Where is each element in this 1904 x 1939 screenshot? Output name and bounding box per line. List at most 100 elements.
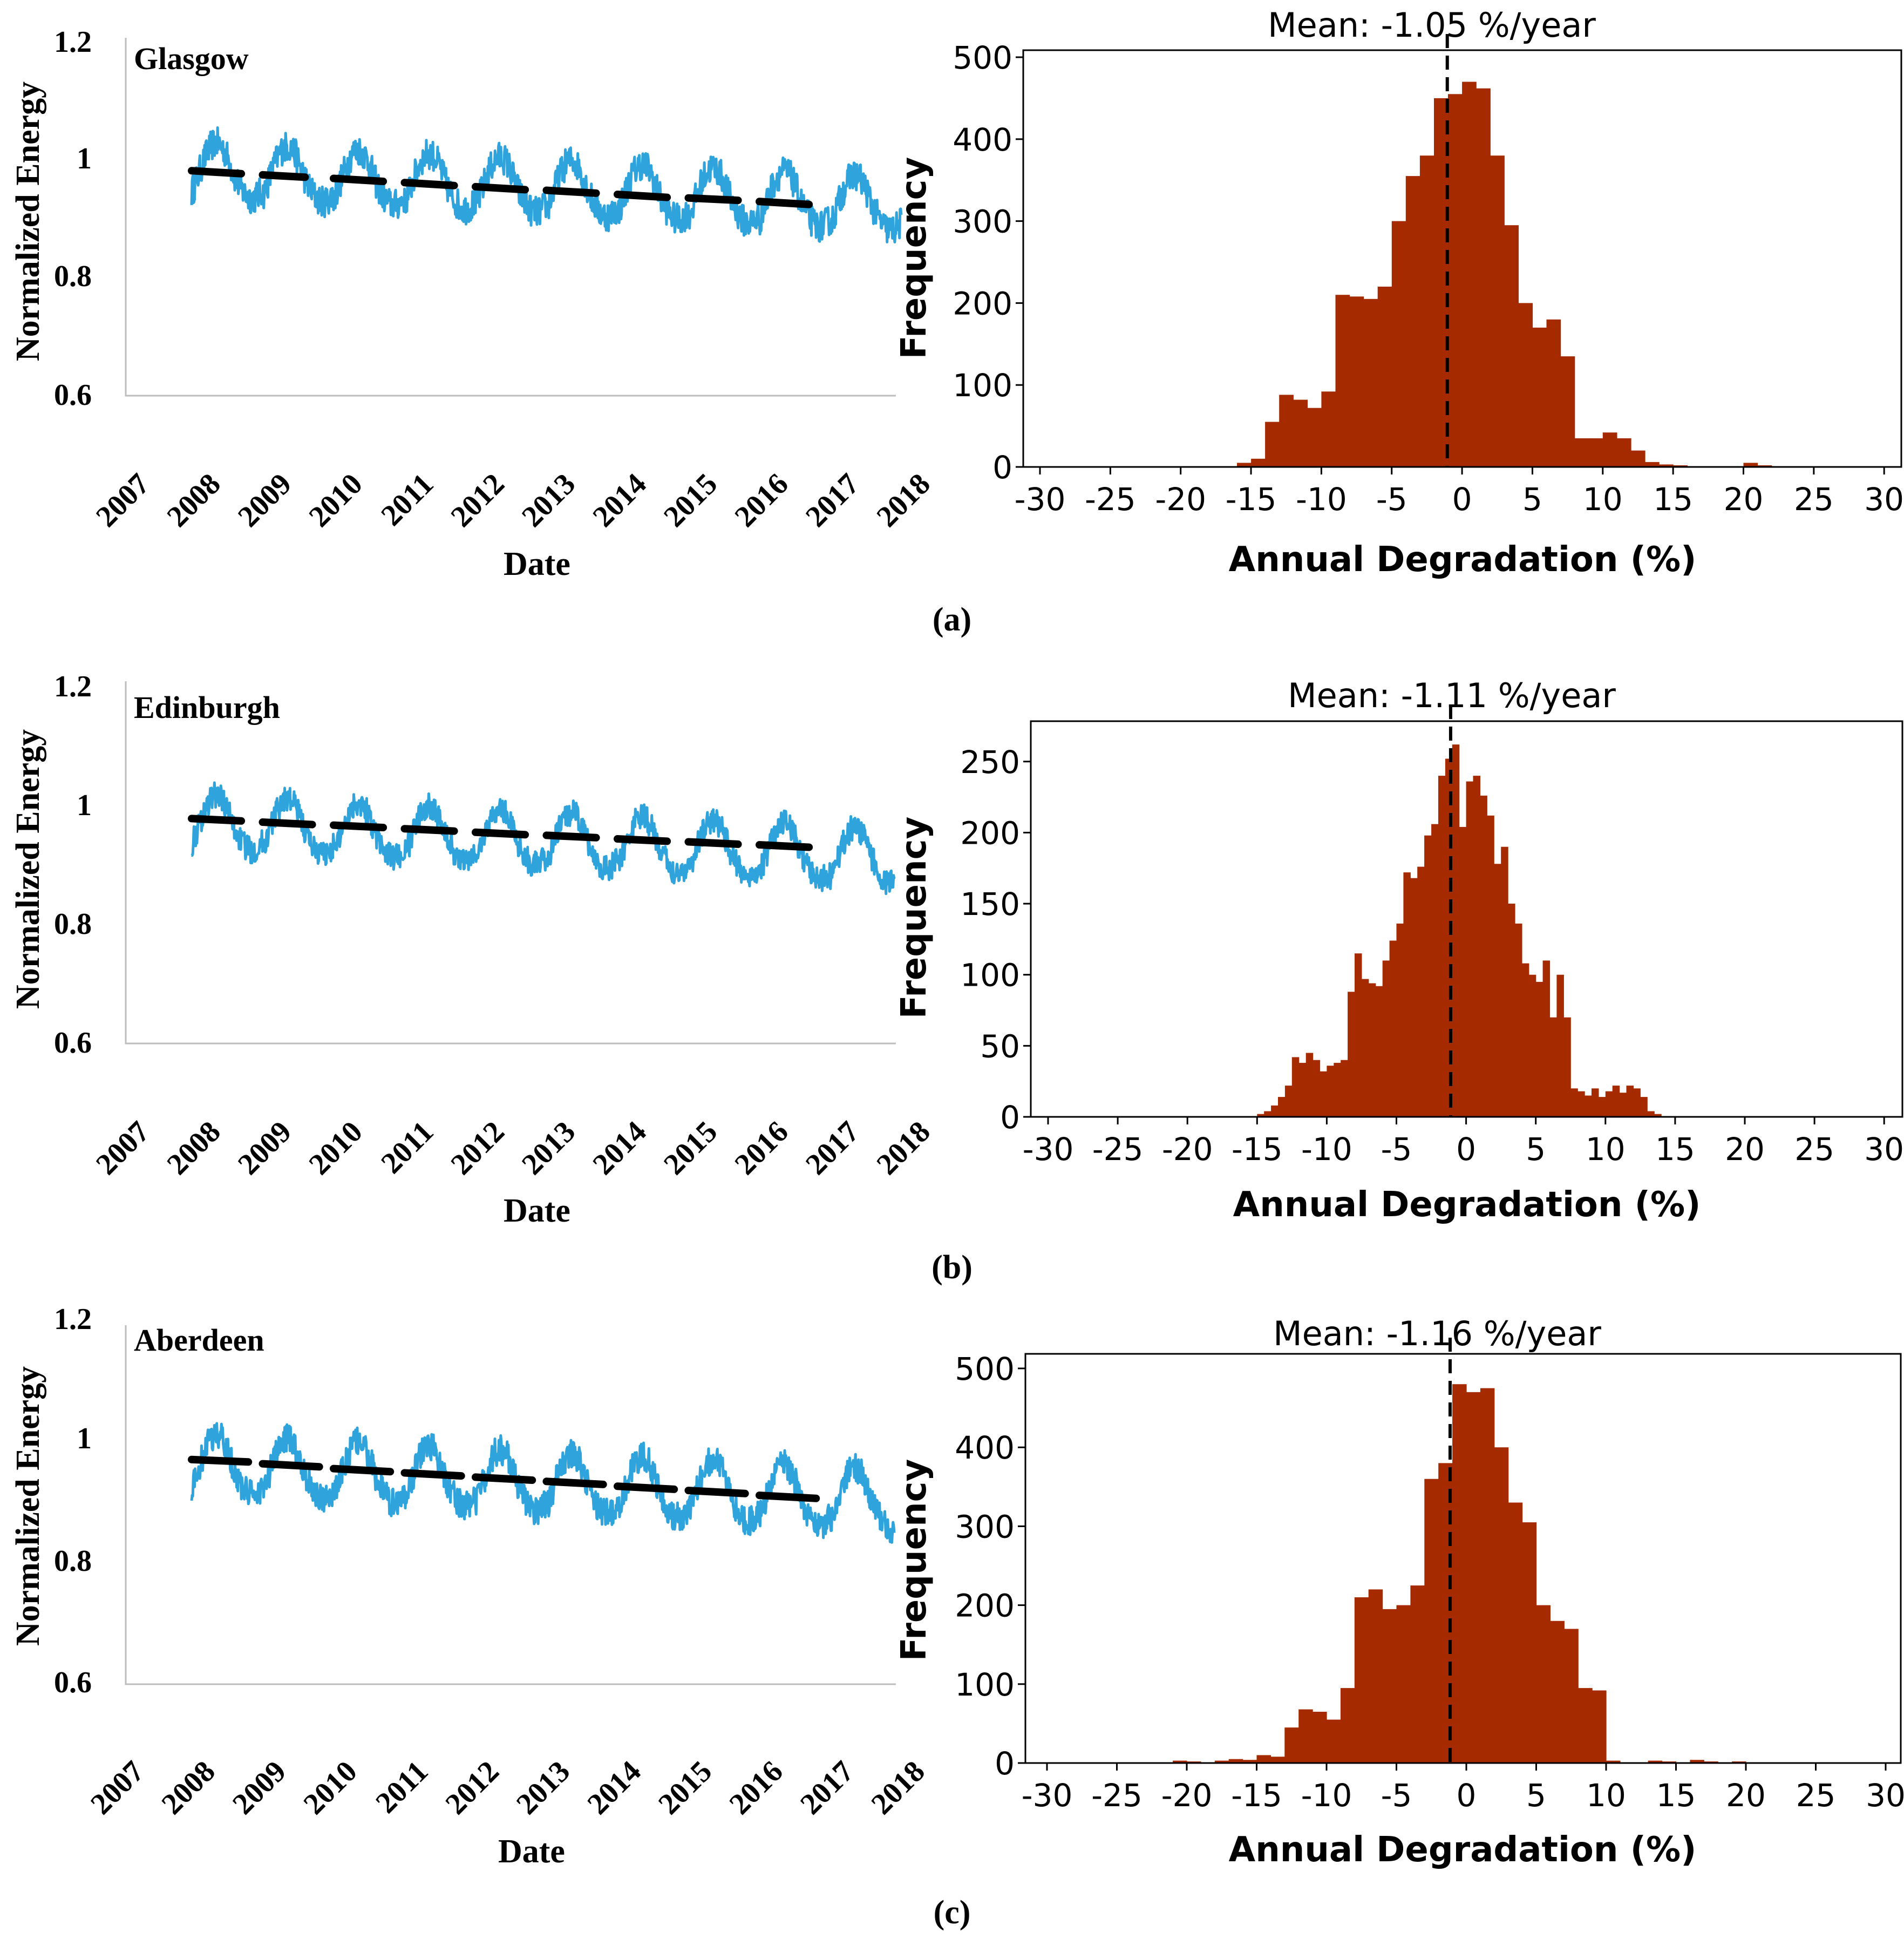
histogram-bar — [1368, 983, 1376, 1117]
hist-xtick: -30 — [1022, 1777, 1073, 1814]
ts-xtick: 2007 — [90, 467, 156, 533]
histogram-bar — [1348, 992, 1355, 1117]
panel-a-histogram: Mean: -1.05 %/year Frequency Annual Degr… — [894, 5, 1904, 580]
histogram-bar — [1743, 463, 1758, 467]
ts-xtick: 2011 — [375, 467, 440, 532]
hist-title: Mean: -1.05 %/year — [1268, 5, 1596, 45]
histogram-bar — [1405, 176, 1420, 467]
hist-xtick: -25 — [1085, 481, 1136, 518]
histogram-bar — [1340, 1688, 1355, 1763]
histogram-bar — [1494, 1447, 1509, 1763]
hist-xtick: -20 — [1162, 1131, 1213, 1168]
histogram-bar — [1578, 1688, 1593, 1763]
histogram-bar — [1508, 904, 1515, 1117]
hist-xtick: -10 — [1296, 481, 1347, 518]
histogram-bar — [1355, 953, 1362, 1117]
histogram-bar — [1237, 463, 1252, 467]
hist-ytick: 0 — [1000, 1099, 1020, 1136]
histogram-bar — [1431, 824, 1439, 1117]
histogram-bar — [1466, 781, 1474, 1117]
hist-xtick: -10 — [1301, 1777, 1352, 1814]
ts-ytick: 1 — [77, 789, 92, 822]
histogram-bar — [1382, 1609, 1397, 1763]
hist-ytick: 200 — [960, 815, 1020, 851]
histogram-bar — [1341, 1060, 1348, 1117]
ts-ytick: 1.2 — [54, 670, 92, 703]
trend-segment — [188, 167, 246, 178]
histogram-bar — [1307, 408, 1322, 467]
trend-segment — [614, 1482, 678, 1493]
ts-xtick: 2008 — [155, 1754, 222, 1821]
trend-segment — [400, 825, 458, 835]
histogram-bar — [1480, 795, 1487, 1117]
histogram-bar — [1327, 1719, 1341, 1763]
hist-ytick: 250 — [960, 744, 1020, 781]
panel-label-a: (a) — [933, 601, 971, 638]
hist-xtick: 25 — [1794, 1131, 1834, 1168]
trend-segment — [684, 1487, 749, 1497]
histogram-bar — [1532, 327, 1547, 467]
histogram-bar — [1473, 776, 1480, 1117]
hist-ytick: 150 — [960, 886, 1020, 923]
trend-segment — [188, 815, 246, 825]
ts-ytick: 0.6 — [54, 1026, 92, 1060]
hist-ytick: 300 — [955, 1508, 1015, 1545]
histogram-bar — [1363, 299, 1378, 467]
ts-xtick: 2008 — [161, 1115, 227, 1181]
ts-xtick: 2017 — [799, 467, 866, 533]
histogram-bar — [1592, 1088, 1599, 1117]
histogram-bar — [1528, 974, 1536, 1117]
ts-xtick: 2011 — [369, 1754, 434, 1820]
ts-xtick: 2010 — [303, 467, 369, 533]
hist-xtick: 5 — [1526, 1777, 1546, 1814]
panel-label-c: (c) — [934, 1894, 971, 1931]
trend-segment — [472, 828, 529, 839]
histogram-bar — [1284, 1086, 1293, 1117]
ts-city-label: Edinburgh — [134, 690, 280, 725]
ts-axis — [125, 681, 896, 1045]
trend-segment — [259, 1460, 323, 1471]
hist-xtick: 15 — [1653, 481, 1693, 518]
histogram-bar — [1626, 1086, 1634, 1117]
hist-ytick: 300 — [953, 204, 1012, 240]
energy-series-line — [190, 126, 903, 243]
histogram-bar — [1321, 391, 1336, 467]
histogram-bar — [1619, 1093, 1627, 1117]
histogram-bar — [1598, 1097, 1606, 1117]
hist-xtick: 10 — [1586, 1131, 1626, 1168]
ts-ytick: 1 — [77, 142, 92, 175]
panel-b-histogram: Mean: -1.11 %/year Frequency Annual Degr… — [894, 676, 1904, 1225]
hist-xtick: 20 — [1724, 481, 1764, 518]
hist-xtick: 20 — [1725, 1131, 1765, 1168]
histogram-bar — [1382, 960, 1390, 1117]
histogram-bar — [1313, 1712, 1327, 1763]
histogram-bar — [1570, 1088, 1578, 1117]
histogram-bar — [1616, 438, 1631, 467]
histogram-bar — [1452, 744, 1460, 1117]
trend-segment — [542, 1477, 607, 1488]
hist-ytick: 400 — [955, 1429, 1015, 1466]
histogram-bar — [1293, 399, 1308, 467]
histogram-bar — [1264, 1111, 1271, 1117]
histogram-bar — [1410, 878, 1418, 1117]
hist-ytick: 0 — [995, 1745, 1015, 1782]
ts-axis — [125, 1325, 896, 1685]
trend-segment — [756, 1491, 820, 1502]
histogram-bar — [1480, 1388, 1495, 1763]
hist-plot: 0 50 100 150 200 250 -30 -25 -20 -15 -10 -5 0 5 10 15 20… — [960, 705, 1904, 1168]
histogram-bar — [1501, 846, 1508, 1117]
ts-plot: 2007 2008 2009 2010 2011 2012 2013 2014 2015 2016… — [90, 781, 937, 1181]
histogram-bar — [1417, 866, 1425, 1117]
trend-segment — [400, 1469, 465, 1480]
histogram-bar — [1476, 88, 1491, 467]
histogram-bar — [1518, 303, 1533, 467]
histogram-bar — [1354, 1597, 1369, 1763]
ts-xtick: 2016 — [723, 1754, 790, 1821]
hist-xtick: 10 — [1586, 1777, 1626, 1814]
histogram-bar — [1424, 835, 1432, 1117]
ts-ytick: 0.6 — [54, 378, 92, 412]
energy-series-line — [190, 1422, 896, 1544]
hist-ytick: 50 — [980, 1028, 1020, 1065]
histogram-bar — [1550, 1621, 1565, 1763]
histogram-bar — [1542, 960, 1551, 1117]
